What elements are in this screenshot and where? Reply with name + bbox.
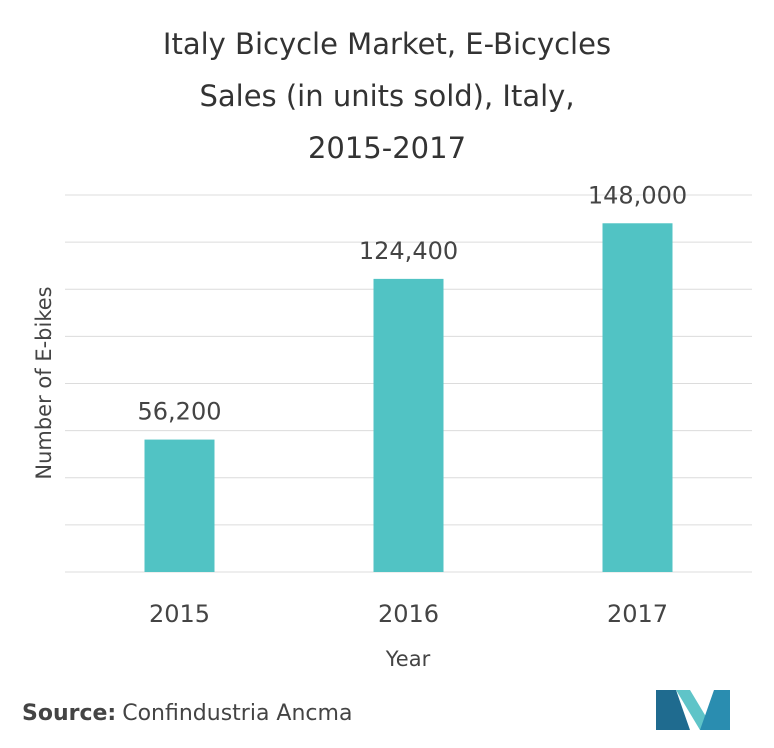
bar — [602, 223, 673, 572]
value-label: 56,200 — [138, 398, 222, 426]
bar — [373, 278, 444, 572]
source-text: Confindustria Ancma — [122, 701, 352, 726]
logo — [656, 690, 730, 730]
x-tick-label: 2017 — [607, 600, 668, 628]
x-tick-label: 2015 — [149, 600, 210, 628]
chart-title: Italy Bicycle Market, E-Bicycles Sales (… — [162, 27, 612, 165]
x-axis-label: Year — [385, 647, 431, 671]
source: Source: Confindustria Ancma — [22, 701, 352, 726]
value-label: 148,000 — [588, 181, 687, 209]
bar — [144, 439, 215, 572]
source-label: Source: — [22, 701, 116, 726]
x-tick-label: 2016 — [378, 600, 439, 628]
y-axis-label: Number of E-bikes — [32, 286, 56, 479]
value-label: 124,400 — [359, 237, 458, 265]
